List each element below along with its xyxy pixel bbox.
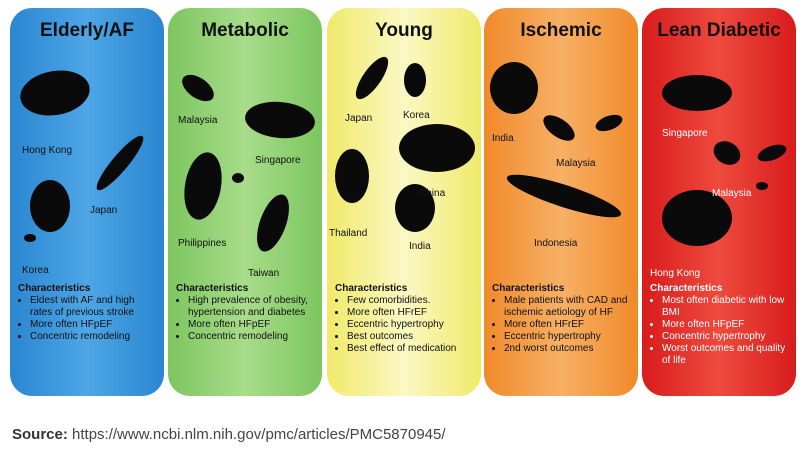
- panel-title: Metabolic: [201, 20, 289, 41]
- map-shape: [30, 180, 70, 232]
- map-shape: [662, 190, 732, 246]
- characteristic: More often HFrEF: [347, 307, 475, 319]
- characteristics: CharacteristicsMost often diabetic with …: [650, 283, 790, 367]
- map-shape: [490, 62, 538, 114]
- country-label: India: [409, 241, 431, 252]
- characteristics-heading: Characteristics: [176, 283, 249, 294]
- country-label: Japan: [90, 205, 118, 216]
- characteristics-list: Male patients with CAD and ischemic aeti…: [492, 295, 632, 355]
- characteristics-list: High prevalence of obesity, hypertension…: [176, 295, 316, 343]
- characteristics: CharacteristicsHigh prevalence of obesit…: [176, 283, 316, 343]
- characteristic: Concentric remodeling: [30, 331, 158, 343]
- characteristic: Concentric remodeling: [188, 331, 316, 343]
- country-label: Singapore: [662, 128, 708, 139]
- country-label: Korea: [22, 265, 49, 276]
- characteristics-heading: Characteristics: [492, 283, 565, 294]
- characteristic: More often HFpEF: [30, 319, 158, 331]
- panel: Elderly/AF Hong Kong Japan Korea Characteris…: [10, 8, 164, 396]
- characteristic: More often HFpEF: [662, 319, 790, 331]
- map-shape: [232, 173, 244, 183]
- map-shape: [395, 184, 435, 232]
- country-label: Taiwan: [248, 268, 280, 279]
- panel-title: Ischemic: [520, 20, 602, 41]
- source: Source: https://www.ncbi.nlm.nih.gov/pmc…: [12, 426, 446, 443]
- map-shape: [595, 114, 623, 132]
- characteristic: Worst outcomes and quality of life: [662, 343, 790, 367]
- characteristic: 2nd worst outcomes: [504, 343, 632, 355]
- map-shape: [662, 75, 732, 111]
- map-shape: [355, 56, 389, 100]
- map-shape: [399, 124, 475, 172]
- characteristic: Eldest with AF and high rates of previou…: [30, 295, 158, 319]
- panel: Lean Diabetic Singapore Malaysia Hong Kong C…: [642, 8, 796, 396]
- map-shape: [335, 149, 369, 203]
- maps: [490, 62, 623, 218]
- source-url: https://www.ncbi.nlm.nih.gov/pmc/article…: [72, 426, 446, 443]
- characteristic: Eccentric hypertrophy: [347, 319, 475, 331]
- panel-title: Young: [375, 20, 433, 41]
- characteristic: Best effect of medication: [347, 343, 475, 355]
- map-shape: [182, 74, 214, 102]
- characteristic: Best outcomes: [347, 331, 475, 343]
- map-shape: [96, 135, 144, 191]
- maps: [182, 74, 315, 252]
- panel-title: Elderly/AF: [40, 20, 134, 41]
- country-label: Hong Kong: [22, 145, 73, 156]
- map-shape: [184, 152, 222, 220]
- characteristic: High prevalence of obesity, hypertension…: [188, 295, 316, 319]
- country-label: Singapore: [255, 155, 301, 166]
- panel: Metabolic Malaysia Singapore Philippines Tai…: [168, 8, 322, 396]
- maps: [20, 70, 144, 242]
- map-shape: [24, 234, 36, 242]
- characteristics-list: Most often diabetic with low BMIMore oft…: [650, 295, 790, 367]
- characteristics-heading: Characteristics: [335, 283, 408, 294]
- map-shape: [506, 174, 622, 218]
- country-label: Thailand: [329, 228, 368, 239]
- characteristic: More often HFpEF: [188, 319, 316, 331]
- characteristic: Male patients with CAD and ischemic aeti…: [504, 295, 632, 319]
- map-shape: [713, 141, 741, 165]
- characteristic: More often HFrEF: [504, 319, 632, 331]
- source-label: Source:: [12, 426, 68, 443]
- map-shape: [757, 144, 787, 162]
- characteristic: Few comorbidities.: [347, 295, 475, 307]
- characteristics-heading: Characteristics: [650, 283, 723, 294]
- country-label: China: [419, 188, 446, 199]
- map-shape: [756, 182, 768, 190]
- maps: [662, 75, 787, 246]
- map-shape: [245, 101, 315, 139]
- characteristics-heading: Characteristics: [18, 283, 91, 294]
- characteristics-list: Eldest with AF and high rates of previou…: [18, 295, 158, 343]
- panel: Ischemic India Malaysia Indonesia Characteri…: [484, 8, 638, 396]
- country-label: Philippines: [178, 238, 227, 249]
- characteristic: Concentric hypertrophy: [662, 331, 790, 343]
- characteristic: Most often diabetic with low BMI: [662, 295, 790, 319]
- characteristics: CharacteristicsEldest with AF and high r…: [18, 283, 158, 343]
- characteristic: Eccentric hypertrophy: [504, 331, 632, 343]
- country-label: Indonesia: [534, 238, 578, 249]
- panel: Young Japan Korea China Thailand India Charact…: [327, 8, 481, 396]
- country-label: Korea: [403, 110, 430, 121]
- panel-title: Lean Diabetic: [657, 20, 781, 41]
- map-shape: [404, 63, 426, 97]
- country-label: Hong Kong: [650, 268, 701, 279]
- map-shape: [543, 115, 575, 141]
- map-shape: [257, 194, 289, 252]
- characteristics: CharacteristicsMale patients with CAD an…: [492, 283, 632, 355]
- characteristics: CharacteristicsFew comorbidities.More of…: [335, 283, 475, 355]
- maps: [335, 56, 475, 232]
- country-label: India: [492, 133, 514, 144]
- country-label: Malaysia: [712, 188, 752, 199]
- map-shape: [20, 70, 90, 116]
- country-label: Japan: [345, 113, 373, 124]
- country-label: Malaysia: [178, 115, 218, 126]
- characteristics-list: Few comorbidities.More often HFrEFEccent…: [335, 295, 475, 355]
- country-label: Malaysia: [556, 158, 596, 169]
